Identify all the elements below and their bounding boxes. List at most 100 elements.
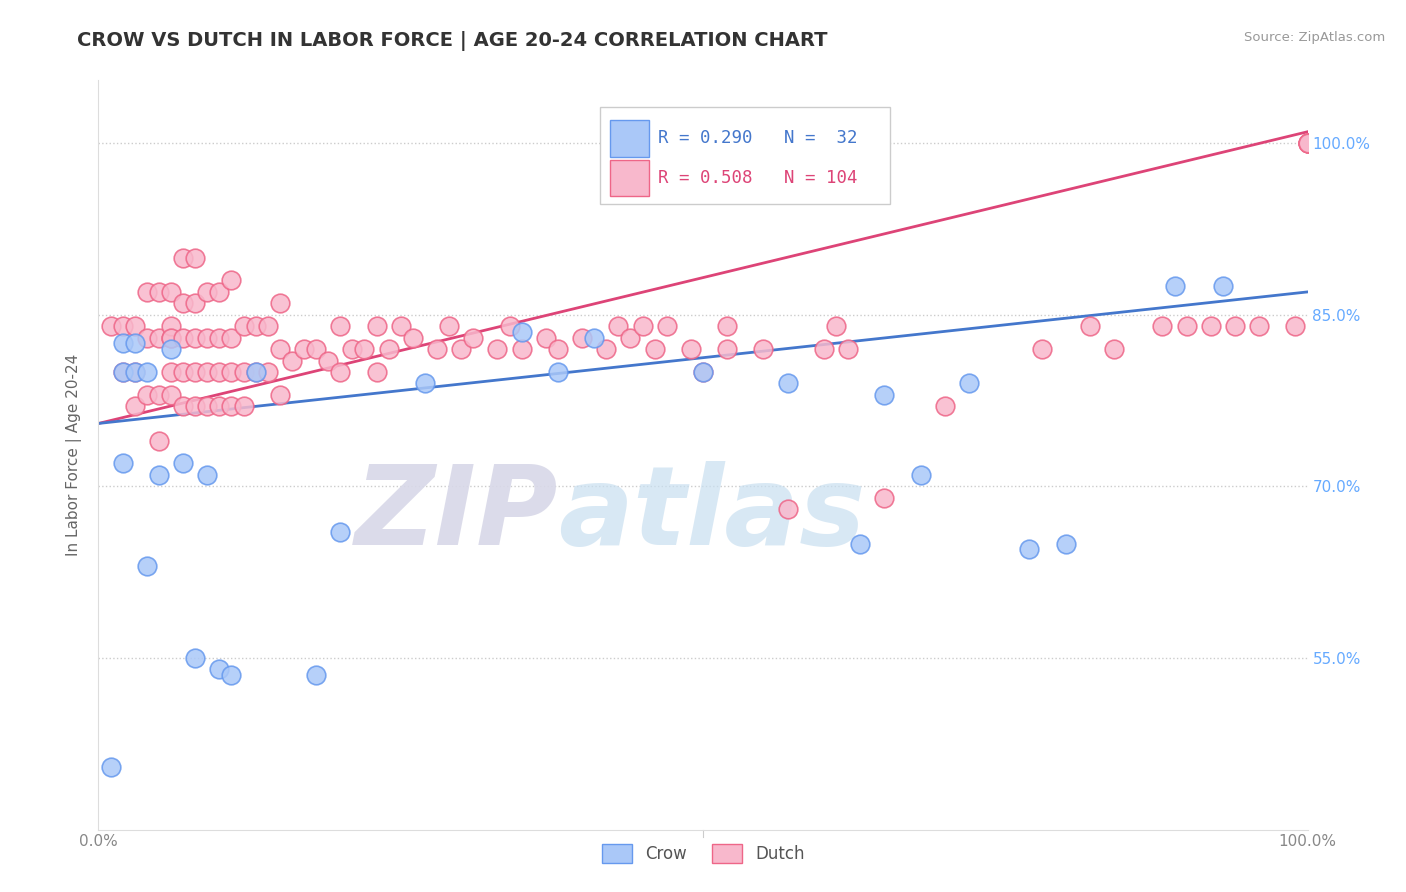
Point [716,342,738,356]
Point [111,365,134,379]
Point [1199,319,1222,334]
Point [957,376,980,391]
Point [571,331,593,345]
FancyBboxPatch shape [600,106,890,204]
Point [160,342,183,356]
Text: Source: ZipAtlas.com: Source: ZipAtlas.com [1244,31,1385,45]
Point [292,342,315,356]
Point [1031,342,1053,356]
Point [1018,542,1040,557]
Point [184,365,207,379]
Point [184,331,207,345]
Point [873,388,896,402]
Point [172,331,194,345]
Point [148,467,170,482]
Text: R = 0.290   N =  32: R = 0.290 N = 32 [658,129,858,147]
Point [329,365,352,379]
Point [1249,319,1271,334]
Point [426,342,449,356]
Text: atlas: atlas [558,461,865,568]
Point [619,331,641,345]
Point [1175,319,1198,334]
Point [534,331,557,345]
Point [195,365,218,379]
Point [172,251,194,265]
Point [232,399,254,413]
Point [366,365,388,379]
Point [172,457,194,471]
Point [245,365,267,379]
Point [172,296,194,310]
Point [195,399,218,413]
Point [148,285,170,299]
Point [510,325,533,339]
Point [208,399,231,413]
FancyBboxPatch shape [610,120,648,157]
Point [837,342,859,356]
Point [111,365,134,379]
Point [195,467,218,482]
Point [221,273,243,287]
Point [413,376,436,391]
Point [305,668,328,682]
Point [547,365,569,379]
Point [184,651,207,665]
Point [873,491,896,505]
Point [910,467,932,482]
Text: R = 0.508   N = 104: R = 0.508 N = 104 [658,169,858,186]
Point [1223,319,1246,334]
Point [221,668,243,682]
Point [184,399,207,413]
Point [269,342,291,356]
Point [389,319,412,334]
Point [221,331,243,345]
Point [849,536,872,550]
Point [1284,319,1306,334]
Point [148,434,170,448]
Point [135,331,157,345]
Point [160,331,183,345]
Point [825,319,848,334]
Point [776,502,799,516]
Point [607,319,630,334]
Point [232,319,254,334]
Point [776,376,799,391]
Point [135,388,157,402]
Point [221,365,243,379]
Point [124,365,146,379]
Point [692,365,714,379]
Text: ZIP: ZIP [354,461,558,568]
FancyBboxPatch shape [610,160,648,196]
Point [208,662,231,676]
Point [437,319,460,334]
Point [172,399,194,413]
Text: CROW VS DUTCH IN LABOR FORCE | AGE 20-24 CORRELATION CHART: CROW VS DUTCH IN LABOR FORCE | AGE 20-24… [77,31,828,51]
Point [716,319,738,334]
Point [583,331,606,345]
Point [1078,319,1101,334]
Point [160,331,183,345]
Point [160,388,183,402]
Point [402,331,425,345]
Point [256,319,278,334]
Point [135,285,157,299]
Point [1054,536,1077,550]
Point [269,296,291,310]
Point [1102,342,1125,356]
Point [124,319,146,334]
Point [184,296,207,310]
Point [184,251,207,265]
Point [752,342,775,356]
Point [813,342,835,356]
Point [329,525,352,540]
Point [1152,319,1174,334]
Point [124,365,146,379]
Point [135,365,157,379]
Point [679,342,702,356]
Point [281,353,304,368]
Point [1212,279,1234,293]
Point [160,319,183,334]
Point [195,285,218,299]
Point [316,353,339,368]
Point [124,399,146,413]
